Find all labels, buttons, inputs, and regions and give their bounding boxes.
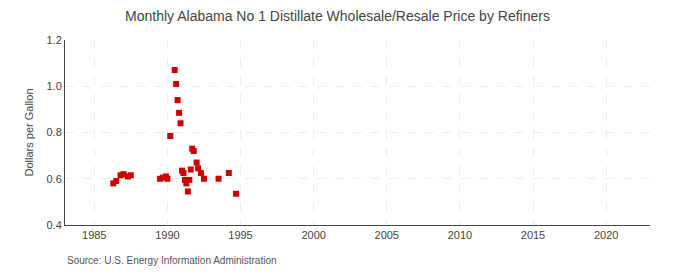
svg-text:0.4: 0.4 (47, 219, 62, 231)
svg-text:2000: 2000 (301, 229, 325, 241)
svg-text:1995: 1995 (228, 229, 252, 241)
svg-text:2015: 2015 (521, 229, 545, 241)
svg-text:2005: 2005 (375, 229, 399, 241)
svg-text:Monthly Alabama No 1 Distillat: Monthly Alabama No 1 Distillate Wholesal… (125, 8, 550, 24)
svg-text:1.2: 1.2 (47, 34, 62, 46)
svg-text:Dollars per Gallon: Dollars per Gallon (23, 88, 35, 176)
svg-text:2020: 2020 (594, 229, 618, 241)
svg-text:1.0: 1.0 (47, 80, 62, 92)
svg-text:2010: 2010 (448, 229, 472, 241)
svg-text:Source: U.S. Energy Informatio: Source: U.S. Energy Information Administ… (67, 255, 277, 266)
svg-text:0.6: 0.6 (47, 173, 62, 185)
svg-text:0.8: 0.8 (47, 126, 62, 138)
svg-text:1990: 1990 (155, 229, 179, 241)
svg-text:1985: 1985 (82, 229, 106, 241)
